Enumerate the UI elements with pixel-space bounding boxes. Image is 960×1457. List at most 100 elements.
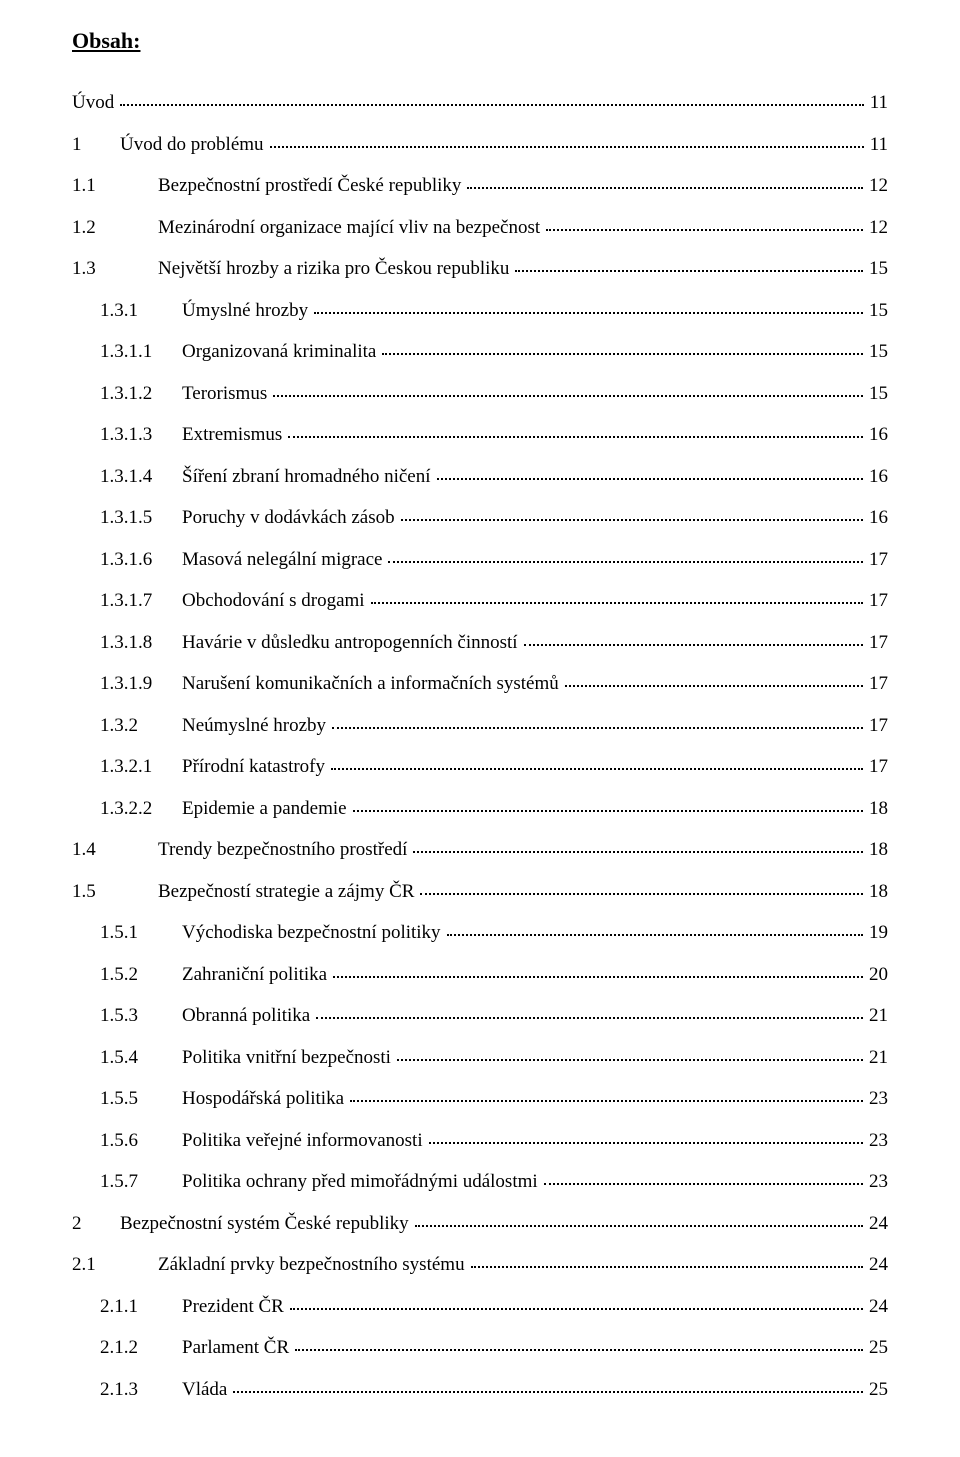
toc-row: 1.5.2Zahraniční politika20 xyxy=(72,961,888,990)
toc-row: 1.3.1.4 Šíření zbraní hromadného ničení 16 xyxy=(72,463,888,492)
toc-leader xyxy=(467,172,863,189)
toc-page-number: 17 xyxy=(869,629,888,658)
toc-number: 1.5.4 xyxy=(100,1044,168,1073)
toc-number: 1.3.1.7 xyxy=(100,587,168,616)
toc-number: 1.3.1 xyxy=(100,297,168,326)
toc-page-number: 21 xyxy=(869,1002,888,1031)
toc-page-number: 15 xyxy=(869,255,888,284)
toc-number: 1.1 xyxy=(72,172,130,201)
toc-title: Extremismus xyxy=(182,421,282,450)
toc-number: 1.2 xyxy=(72,214,130,243)
toc-title: Úvod xyxy=(72,89,114,118)
toc-page-number: 18 xyxy=(869,836,888,865)
toc-title: Zahraniční politika xyxy=(182,961,327,990)
toc-title: Mezinárodní organizace mající vliv na be… xyxy=(158,214,540,243)
toc-row: 1.3.1.3Extremismus16 xyxy=(72,421,888,450)
toc-row: 1.3.1.2 Terorismus 15 xyxy=(72,380,888,409)
toc-leader xyxy=(331,753,863,770)
toc-row: 1.5.4 Politika vnitřní bezpečnosti 21 xyxy=(72,1044,888,1073)
toc-number: 1.5.1 xyxy=(100,919,168,948)
toc-row: 1.2 Mezinárodní organizace mající vliv na… xyxy=(72,214,888,243)
toc-leader xyxy=(120,89,863,106)
toc-page-number: 25 xyxy=(869,1334,888,1363)
toc-row: 1.3.1.8Havárie v důsledku antropogenních… xyxy=(72,629,888,658)
toc-row: 1.5.6 Politika veřejné informovanosti 23 xyxy=(72,1127,888,1156)
toc-page-number: 19 xyxy=(869,919,888,948)
toc-list: Úvod111Úvod do problému111.1Bezpečnostní… xyxy=(72,89,888,1404)
toc-leader xyxy=(382,338,863,355)
toc-leader xyxy=(447,919,863,936)
toc-leader xyxy=(333,960,863,977)
toc-leader xyxy=(515,255,863,272)
toc-page-number: 21 xyxy=(869,1044,888,1073)
toc-title: Úmyslné hrozby xyxy=(182,297,308,326)
toc-leader xyxy=(332,711,863,728)
toc-leader xyxy=(397,1043,863,1060)
toc-number: 1.3.1.6 xyxy=(100,546,168,575)
toc-number: 1.5.2 xyxy=(100,961,168,990)
toc-leader xyxy=(233,1375,863,1392)
toc-page-number: 17 xyxy=(869,670,888,699)
toc-row: 1.3.2Neúmyslné hrozby17 xyxy=(72,712,888,741)
toc-row: 2Bezpečnostní systém České republiky24 xyxy=(72,1210,888,1239)
toc-number: 1.3.1.1 xyxy=(100,338,168,367)
toc-row: 1.3.2.1Přírodní katastrofy17 xyxy=(72,753,888,782)
toc-row: 2.1.2Parlament ČR25 xyxy=(72,1334,888,1363)
toc-row: 1.5.1 Východiska bezpečnostní politiky 19 xyxy=(72,919,888,948)
toc-title: Bezpečnostní systém České republiky xyxy=(120,1210,409,1239)
toc-leader xyxy=(270,130,864,147)
toc-title: Politika veřejné informovanosti xyxy=(182,1127,423,1156)
toc-title: Trendy bezpečnostního prostředí xyxy=(158,836,407,865)
toc-page-number: 23 xyxy=(869,1127,888,1156)
toc-number: 1.5.6 xyxy=(100,1127,168,1156)
toc-page-number: 15 xyxy=(869,338,888,367)
toc-heading: Obsah: xyxy=(72,24,888,57)
toc-row: 1.3.1.7Obchodování s drogami17 xyxy=(72,587,888,616)
toc-title: Přírodní katastrofy xyxy=(182,753,325,782)
toc-row: 1.3.2.2Epidemie a pandemie18 xyxy=(72,795,888,824)
toc-row: 1.1Bezpečnostní prostředí České republik… xyxy=(72,172,888,201)
toc-title: Prezident ČR xyxy=(182,1293,284,1322)
toc-number: 1.5.7 xyxy=(100,1168,168,1197)
toc-row: 1.3.1 Úmyslné hrozby 15 xyxy=(72,297,888,326)
toc-number: 1.3.1.9 xyxy=(100,670,168,699)
toc-page-number: 15 xyxy=(869,380,888,409)
toc-title: Východiska bezpečnostní politiky xyxy=(182,919,441,948)
toc-leader xyxy=(388,545,863,562)
toc-number: 1.3.1.8 xyxy=(100,629,168,658)
toc-title: Narušení komunikačních a informačních sy… xyxy=(182,670,559,699)
toc-number: 1.3.1.2 xyxy=(100,380,168,409)
toc-page-number: 24 xyxy=(869,1210,888,1239)
toc-page-number: 11 xyxy=(870,89,888,118)
toc-title: Hospodářská politika xyxy=(182,1085,344,1114)
toc-row: 1.3.1.9 Narušení komunikačních a informač… xyxy=(72,670,888,699)
toc-page-number: 16 xyxy=(869,463,888,492)
toc-leader xyxy=(413,836,863,853)
toc-page-number: 16 xyxy=(869,504,888,533)
toc-leader xyxy=(565,670,863,687)
toc-leader xyxy=(371,587,863,604)
toc-page-number: 15 xyxy=(869,297,888,326)
toc-title: Vláda xyxy=(182,1376,227,1405)
toc-leader xyxy=(273,379,863,396)
toc-row: 1.5Bezpečností strategie a zájmy ČR18 xyxy=(72,878,888,907)
toc-number: 1.3.1.4 xyxy=(100,463,168,492)
toc-leader xyxy=(290,1292,863,1309)
toc-leader xyxy=(295,1334,863,1351)
toc-title: Politika vnitřní bezpečnosti xyxy=(182,1044,391,1073)
toc-page-number: 18 xyxy=(869,878,888,907)
toc-page-number: 17 xyxy=(869,587,888,616)
toc-row: 2.1Základní prvky bezpečnostního systému… xyxy=(72,1251,888,1280)
toc-title: Terorismus xyxy=(182,380,267,409)
toc-title: Bezpečností strategie a zájmy ČR xyxy=(158,878,414,907)
toc-leader xyxy=(420,877,863,894)
toc-page-number: 18 xyxy=(869,795,888,824)
toc-number: 1.3 xyxy=(72,255,130,284)
toc-number: 1.5.5 xyxy=(100,1085,168,1114)
toc-title: Šíření zbraní hromadného ničení xyxy=(182,463,431,492)
toc-leader xyxy=(415,1209,863,1226)
toc-title: Poruchy v dodávkách zásob xyxy=(182,504,395,533)
toc-leader xyxy=(524,628,863,645)
toc-title: Úvod do problému xyxy=(120,131,264,160)
toc-number: 1.3.1.3 xyxy=(100,421,168,450)
